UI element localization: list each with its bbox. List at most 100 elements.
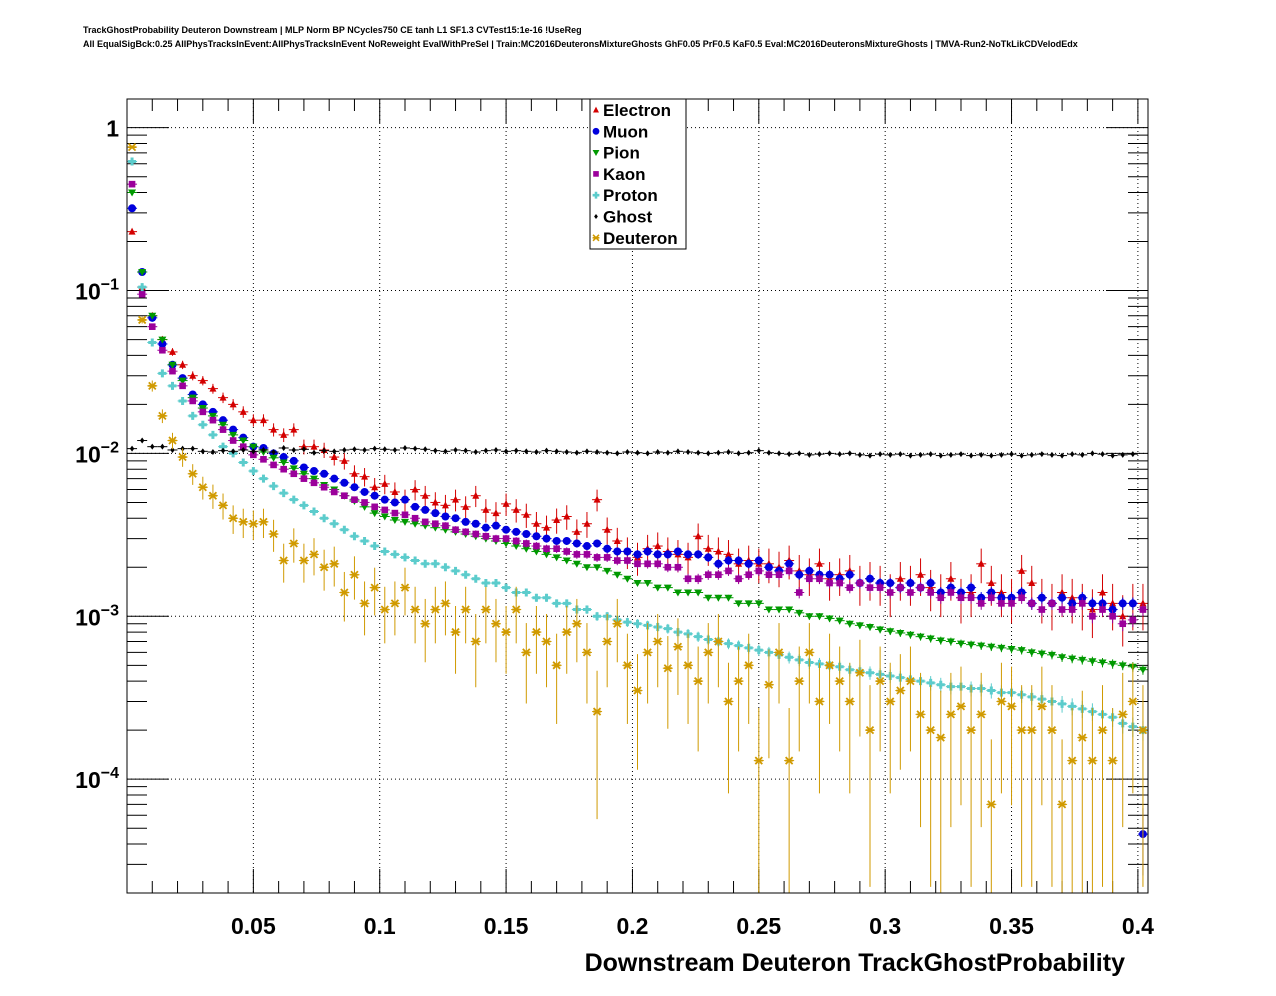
proton-point: [399, 553, 410, 562]
pion-point: [844, 620, 855, 628]
muon-point: [693, 550, 704, 559]
ghost-marker: [989, 452, 994, 459]
kaon-point: [814, 573, 825, 585]
pion-point: [733, 600, 744, 608]
kaon-point: [1127, 613, 1138, 628]
muon-point: [349, 483, 360, 492]
deuteron-marker: [1057, 800, 1067, 809]
muon-point: [511, 527, 522, 536]
proton-marker: [299, 501, 308, 510]
muon-point: [672, 547, 683, 556]
proton-point: [592, 611, 603, 621]
electron-point: [683, 542, 694, 576]
deuteron-point: [753, 707, 764, 893]
pion-marker: [178, 377, 187, 385]
muon-marker: [684, 550, 693, 559]
muon-point: [925, 577, 936, 589]
muon-marker: [593, 539, 602, 548]
deuteron-marker: [1037, 702, 1046, 711]
deuteron-point: [399, 567, 410, 616]
deuteron-marker: [855, 668, 865, 677]
pion-marker: [906, 631, 915, 639]
muon-point: [753, 556, 764, 566]
muon-point: [844, 569, 855, 580]
deuteron-marker: [734, 676, 743, 686]
ghost-marker: [564, 449, 569, 456]
ghost-marker: [392, 446, 398, 453]
deuteron-point: [197, 476, 208, 500]
kaon-point: [480, 532, 491, 541]
proton-marker: [350, 532, 359, 541]
pion-point: [309, 475, 320, 483]
deuteron-marker: [390, 599, 400, 608]
deuteron-point: [389, 581, 400, 636]
deuteron-point: [945, 672, 956, 828]
ghost-point: [925, 451, 936, 458]
deuteron-marker: [784, 756, 794, 765]
kaon-point: [1057, 603, 1068, 617]
deuteron-marker: [997, 697, 1006, 706]
kaon-marker: [219, 426, 227, 433]
electron-point: [511, 499, 522, 523]
muon-marker: [562, 536, 571, 545]
ghost-point: [420, 446, 431, 453]
pion-point: [571, 560, 582, 568]
kaon-marker: [1089, 612, 1096, 620]
kaon-point: [774, 569, 785, 580]
ghost-point: [369, 445, 380, 452]
muon-point: [632, 550, 643, 559]
pion-marker: [1007, 645, 1016, 653]
deuteron-point: [662, 636, 673, 729]
muon-marker: [1068, 599, 1077, 608]
deuteron-marker: [400, 583, 410, 592]
electron-marker: [543, 523, 551, 531]
ghost-point: [713, 449, 724, 456]
ghost-marker: [311, 449, 317, 456]
pion-marker: [1017, 647, 1026, 655]
ghost-marker: [524, 448, 529, 455]
x-axis-title: Downstream Deuteron TrackGhostProbabilit…: [585, 949, 1125, 977]
proton-point: [753, 644, 764, 657]
deuteron-point: [966, 685, 977, 887]
deuteron-point: [531, 606, 542, 674]
proton-marker: [663, 624, 672, 633]
proton-point: [187, 411, 198, 420]
deuteron-marker: [744, 661, 753, 670]
muon-point: [339, 478, 350, 487]
proton-marker: [188, 411, 197, 420]
kaon-marker: [138, 290, 146, 298]
kaon-point: [309, 479, 320, 487]
series-kaon: [127, 180, 1148, 632]
proton-point: [288, 495, 299, 504]
ghost-marker: [493, 446, 499, 453]
pion-point: [207, 412, 218, 420]
pion-point: [966, 640, 977, 649]
ghost-marker: [150, 443, 155, 450]
kaon-marker: [270, 461, 277, 469]
electron-marker: [179, 360, 187, 368]
legend-item-kaon: Kaon: [593, 165, 646, 184]
ghost-marker: [888, 451, 893, 458]
pion-point: [925, 634, 936, 643]
electron-marker: [421, 491, 429, 499]
legend: Electron Muon Pion Kaon Proton Ghost Deuteron: [589, 98, 687, 250]
kaon-point: [399, 511, 410, 519]
muon-marker: [866, 574, 875, 583]
pion-marker: [239, 437, 248, 445]
pion-marker: [1108, 660, 1117, 668]
deuteron-marker: [471, 637, 480, 646]
kaon-marker: [1099, 606, 1106, 613]
ghost-point: [450, 446, 461, 453]
deuteron-point: [703, 623, 714, 704]
kaon-point: [258, 456, 269, 463]
muon-marker: [542, 534, 551, 543]
electron-marker: [573, 527, 581, 535]
ghost-point: [258, 446, 269, 453]
muon-marker: [643, 547, 652, 556]
deuteron-point: [147, 380, 158, 392]
pion-marker: [532, 548, 541, 556]
kaon-point: [379, 506, 390, 514]
electron-marker: [1099, 588, 1107, 596]
ghost-point: [551, 448, 562, 455]
